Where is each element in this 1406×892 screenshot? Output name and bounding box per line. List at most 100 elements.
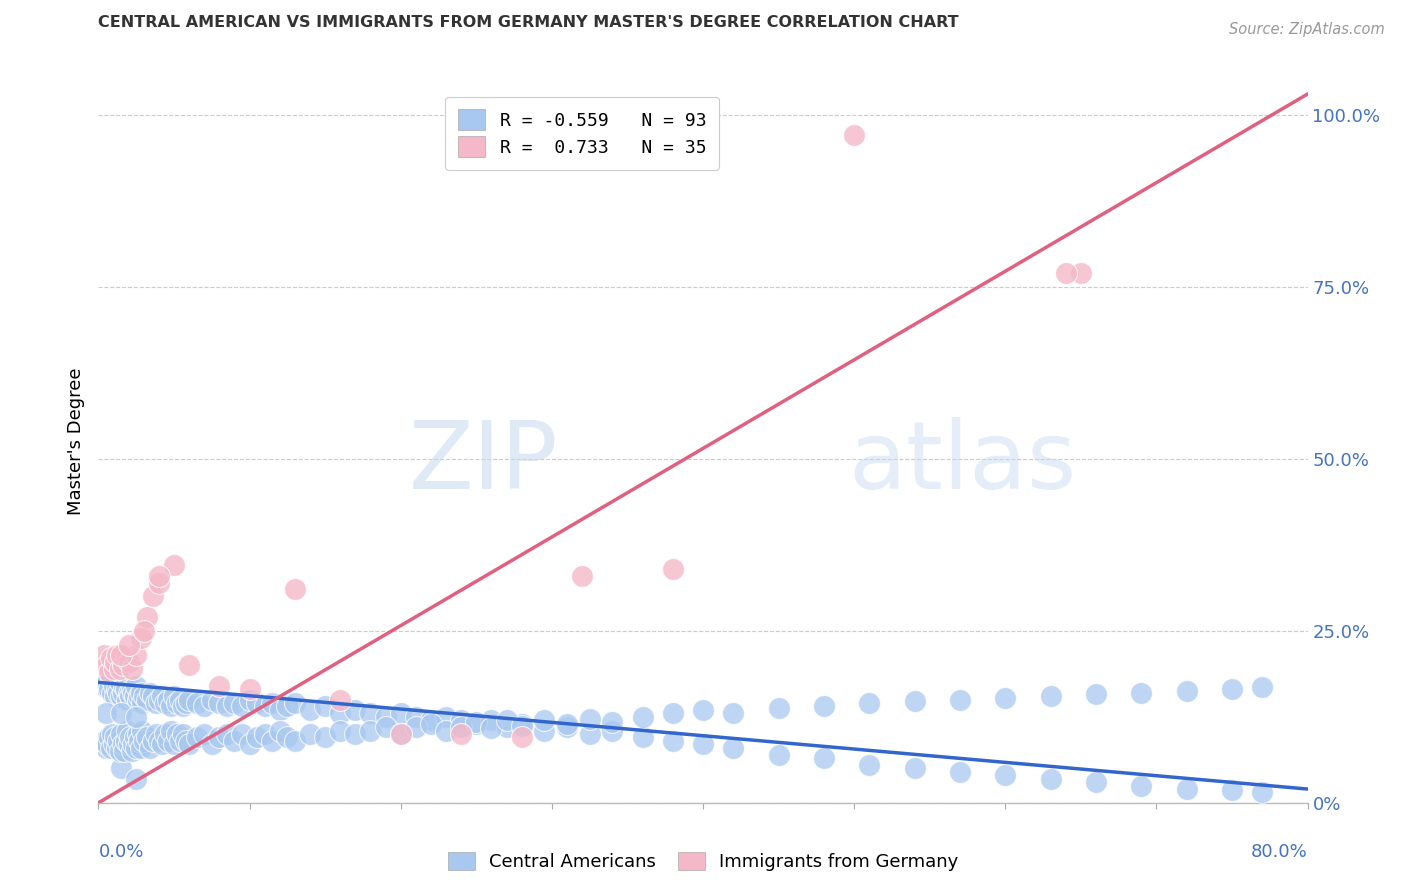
Point [125,710,148,724]
Point [145,727,167,741]
Point [533,713,555,727]
Point [434,723,457,738]
Point [231,699,253,714]
Point [132,734,155,748]
Point [193,699,215,714]
Point [374,710,396,724]
Point [172,727,194,741]
Point [1085,687,1108,701]
Point [284,734,307,748]
Point [118,638,141,652]
Point [148,575,170,590]
Point [108,662,131,676]
Point [93,648,115,662]
Point [602,714,624,729]
Point [661,706,683,721]
Point [93,679,115,693]
Point [571,568,593,582]
Point [114,734,136,748]
Point [360,723,382,738]
Point [389,727,412,741]
Point [122,686,145,700]
Point [115,692,138,706]
Point [246,731,269,745]
Point [578,727,600,741]
Point [131,723,153,738]
Point [129,740,152,755]
Point [110,689,132,703]
Point [125,772,148,786]
Point [103,679,125,693]
Point [166,696,188,710]
Point [1251,680,1274,694]
Point [163,689,186,703]
Point [284,696,307,710]
Point [631,731,654,745]
Point [224,696,246,710]
Point [125,648,148,662]
Point [1070,266,1092,280]
Point [153,696,176,710]
Point [163,558,186,573]
Point [253,699,276,714]
Point [98,682,121,697]
Point [329,706,352,721]
Point [510,731,533,745]
Point [128,734,150,748]
Point [314,731,336,745]
Point [201,737,224,751]
Point [949,692,972,706]
Point [128,689,150,703]
Point [329,692,352,706]
Point [1220,783,1243,797]
Text: Source: ZipAtlas.com: Source: ZipAtlas.com [1229,22,1385,37]
Point [107,734,129,748]
Point [105,682,128,697]
Point [156,692,179,706]
Point [692,737,714,751]
Point [172,699,194,714]
Point [120,731,142,745]
Point [768,747,790,762]
Point [110,706,132,721]
Point [129,631,152,645]
Point [98,731,121,745]
Text: 80.0%: 80.0% [1251,843,1308,861]
Point [104,731,127,745]
Point [314,699,336,714]
Point [269,703,291,717]
Point [112,679,135,693]
Point [156,734,179,748]
Point [186,696,208,710]
Point [215,699,238,714]
Point [150,689,173,703]
Point [114,651,136,665]
Point [858,758,880,772]
Point [533,723,555,738]
Point [100,651,122,665]
Point [110,727,132,741]
Point [844,128,866,143]
Point [434,710,457,724]
Point [100,740,122,755]
Point [239,682,262,697]
Point [139,686,162,700]
Point [166,727,188,741]
Point [139,740,162,755]
Point [239,692,262,706]
Point [122,737,145,751]
Point [179,658,201,673]
Point [723,706,745,721]
Point [124,689,146,703]
Point [118,655,141,669]
Point [904,761,927,775]
Point [389,727,412,741]
Point [1175,782,1198,797]
Point [111,737,134,751]
Point [1130,779,1153,793]
Point [284,582,307,597]
Point [465,714,488,729]
Point [299,727,322,741]
Point [96,675,118,690]
Point [231,727,253,741]
